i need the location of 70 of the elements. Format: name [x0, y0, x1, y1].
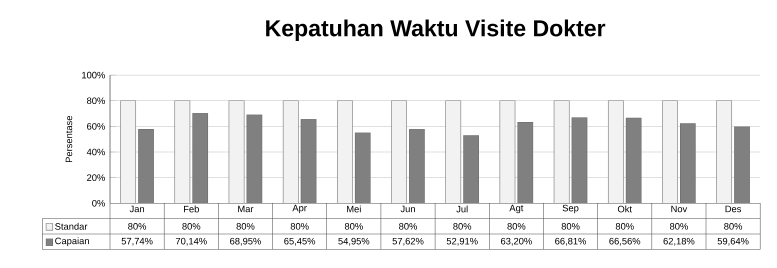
data-label: 57,62% — [392, 238, 424, 246]
x-tick-label: Agt — [509, 204, 524, 213]
data-label: 80% — [182, 222, 200, 230]
x-tick-label: Mei — [347, 205, 361, 212]
x-tick-label: Sep — [562, 204, 578, 214]
chart-title: Kepatuhan Waktu Visite Dokter — [266, 19, 606, 41]
bar — [716, 100, 732, 204]
data-label: 65,45% — [284, 238, 316, 246]
data-label: 80% — [670, 222, 688, 230]
bar — [354, 132, 371, 204]
bar — [608, 100, 624, 204]
data-label: 59,64% — [718, 238, 749, 246]
bar — [463, 135, 479, 204]
bar — [174, 100, 190, 204]
bar — [662, 100, 678, 204]
bar — [554, 100, 570, 204]
x-tick-label: Apr — [292, 204, 307, 213]
x-tick-label: Jun — [400, 206, 415, 212]
data-label: 80% — [507, 222, 526, 230]
legend-label: Capaian — [55, 237, 89, 246]
bar — [282, 100, 299, 204]
x-tick-label: Jul — [456, 205, 468, 212]
bar — [500, 100, 516, 204]
bar — [300, 118, 316, 204]
bar — [192, 112, 208, 204]
x-tick-label: Mar — [238, 206, 254, 212]
x-tick-label: Nov — [671, 206, 688, 212]
data-label: 80% — [290, 222, 309, 230]
x-tick-label: Jan — [130, 206, 144, 212]
data-label: 57,74% — [122, 238, 153, 246]
y-axis-title: Persentase — [66, 116, 72, 162]
data-label: 80% — [236, 222, 254, 230]
bar — [246, 114, 262, 204]
bar — [120, 100, 136, 204]
data-label: 80% — [616, 222, 634, 230]
y-tick-label: 60% — [87, 122, 105, 130]
y-tick-label: 40% — [86, 148, 105, 156]
bar — [391, 100, 407, 204]
y-tick-label: 100% — [82, 72, 105, 78]
y-tick-label: 0% — [92, 200, 105, 206]
data-label: 80% — [724, 222, 742, 230]
data-label: 70,14% — [176, 238, 207, 246]
data-label: 62,18% — [664, 238, 694, 246]
bar — [517, 122, 534, 204]
data-label: 80% — [562, 222, 580, 230]
data-label: 63,20% — [501, 238, 532, 246]
bar — [409, 128, 425, 204]
legend-label: Standar — [55, 222, 88, 230]
bar — [228, 100, 244, 204]
data-label: 66,81% — [555, 238, 586, 246]
bar — [680, 123, 696, 204]
data-label: 80% — [453, 222, 472, 230]
data-label: 54,95% — [338, 238, 370, 246]
bar — [337, 100, 353, 204]
x-tick-label: Des — [726, 206, 742, 212]
data-label: 66,56% — [609, 238, 640, 246]
y-tick-label: 20% — [87, 174, 105, 181]
x-tick-label: Okt — [618, 205, 632, 212]
bar — [138, 128, 154, 204]
bar — [572, 117, 588, 204]
data-label: 68,95% — [230, 238, 261, 246]
y-tick-label: 80% — [86, 97, 105, 104]
bar — [445, 100, 462, 204]
data-label: 52,91% — [446, 238, 478, 246]
bar — [734, 126, 750, 204]
data-label: 80% — [344, 222, 363, 230]
data-label: 80% — [128, 222, 146, 230]
bar — [626, 118, 642, 204]
data-label: 80% — [399, 222, 418, 230]
x-tick-label: Feb — [184, 205, 199, 212]
